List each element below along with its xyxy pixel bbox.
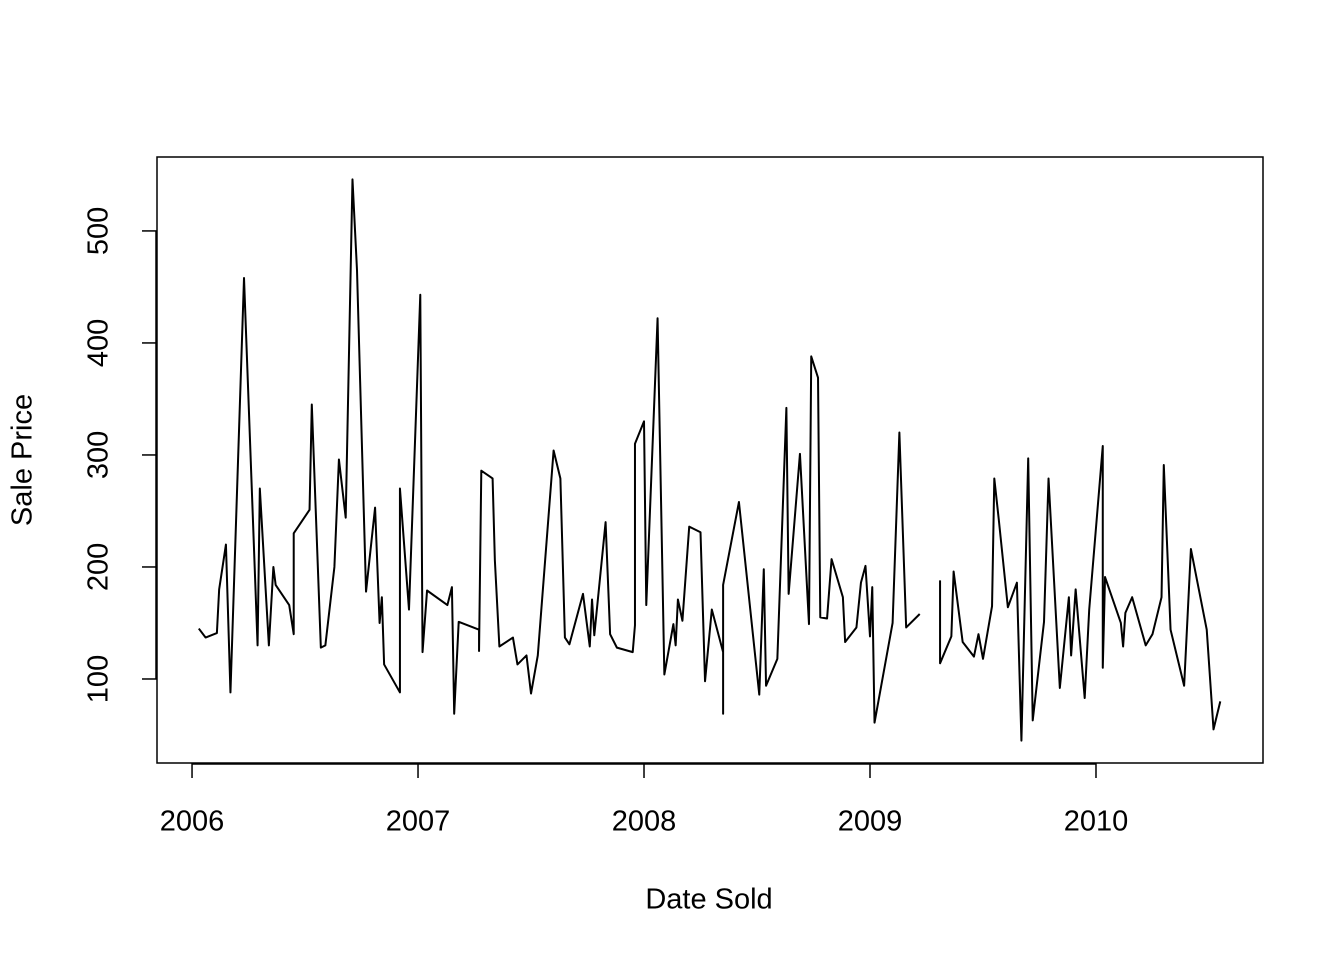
y-tick-label: 100	[83, 655, 115, 703]
x-tick-label: 2009	[838, 806, 903, 838]
y-axis-title: Sale Price	[7, 394, 39, 526]
y-tick-label: 300	[83, 431, 115, 479]
y-tick-label: 400	[83, 319, 115, 367]
plot-box	[156, 156, 1264, 764]
x-tick-label: 2008	[612, 806, 677, 838]
y-tick-label: 200	[83, 543, 115, 591]
x-axis-title: Date Sold	[645, 884, 772, 916]
price-line	[198, 178, 1222, 742]
x-tick-label: 2007	[386, 806, 451, 838]
x-tick-label: 2010	[1064, 806, 1129, 838]
y-tick-label: 500	[83, 207, 115, 255]
x-tick-label: 2006	[160, 806, 225, 838]
